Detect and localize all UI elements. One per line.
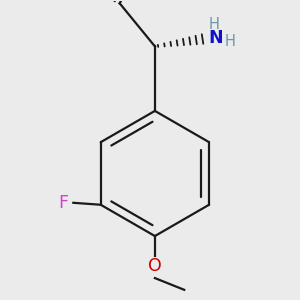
Text: N: N <box>208 28 223 46</box>
Text: H: H <box>224 34 235 50</box>
Text: F: F <box>58 194 68 212</box>
Text: H: H <box>209 17 220 32</box>
Text: O: O <box>148 257 162 275</box>
